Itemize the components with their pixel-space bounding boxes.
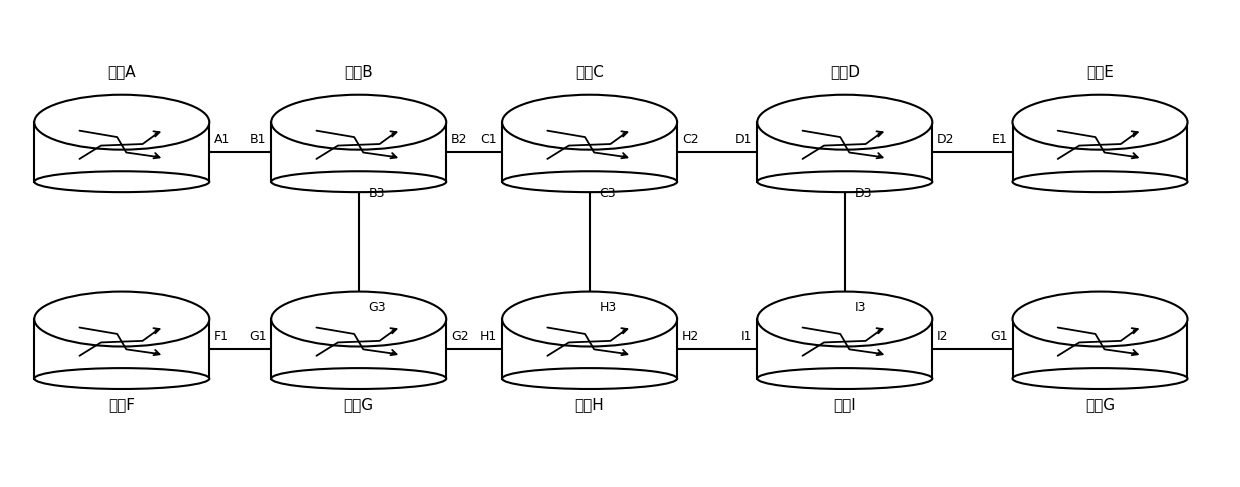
Ellipse shape — [758, 292, 932, 347]
Ellipse shape — [502, 95, 677, 150]
Polygon shape — [1013, 122, 1188, 182]
Ellipse shape — [272, 368, 446, 389]
Ellipse shape — [758, 95, 932, 150]
Text: D2: D2 — [937, 133, 955, 147]
Text: 设备E: 设备E — [1086, 64, 1114, 79]
Text: G1: G1 — [990, 330, 1008, 343]
Text: C2: C2 — [682, 133, 698, 147]
Text: 设备G: 设备G — [1085, 397, 1115, 412]
Polygon shape — [758, 122, 932, 182]
Text: D3: D3 — [854, 187, 872, 200]
Text: B1: B1 — [250, 133, 267, 147]
Text: G3: G3 — [368, 300, 386, 314]
Ellipse shape — [272, 292, 446, 347]
Ellipse shape — [1013, 368, 1188, 389]
Text: F1: F1 — [215, 330, 229, 343]
Text: 设备C: 设备C — [575, 64, 604, 79]
Polygon shape — [272, 319, 446, 378]
Text: H2: H2 — [682, 330, 699, 343]
Ellipse shape — [1013, 171, 1188, 192]
Text: C1: C1 — [481, 133, 497, 147]
Text: G2: G2 — [451, 330, 469, 343]
Polygon shape — [502, 319, 677, 378]
Polygon shape — [35, 122, 210, 182]
Polygon shape — [502, 122, 677, 182]
Text: 设备A: 设备A — [108, 64, 136, 79]
Ellipse shape — [35, 95, 210, 150]
Text: G1: G1 — [249, 330, 267, 343]
Text: 设备H: 设备H — [575, 397, 604, 412]
Ellipse shape — [1013, 292, 1188, 347]
Text: H1: H1 — [480, 330, 497, 343]
Text: E1: E1 — [992, 133, 1008, 147]
Text: I1: I1 — [742, 330, 753, 343]
Ellipse shape — [758, 368, 932, 389]
Text: H3: H3 — [599, 300, 616, 314]
Polygon shape — [1013, 319, 1188, 378]
Text: 设备F: 设备F — [108, 397, 135, 412]
Text: D1: D1 — [735, 133, 753, 147]
Ellipse shape — [1013, 95, 1188, 150]
Ellipse shape — [758, 171, 932, 192]
Polygon shape — [272, 122, 446, 182]
Ellipse shape — [502, 292, 677, 347]
Polygon shape — [35, 319, 210, 378]
Ellipse shape — [502, 368, 677, 389]
Text: I2: I2 — [937, 330, 949, 343]
Text: 设备I: 设备I — [833, 397, 856, 412]
Ellipse shape — [272, 171, 446, 192]
Text: 设备G: 设备G — [343, 397, 373, 412]
Ellipse shape — [35, 368, 210, 389]
Ellipse shape — [35, 171, 210, 192]
Text: C3: C3 — [599, 187, 616, 200]
Polygon shape — [758, 319, 932, 378]
Text: 设备D: 设备D — [830, 64, 859, 79]
Ellipse shape — [272, 95, 446, 150]
Text: B2: B2 — [451, 133, 467, 147]
Text: 设备B: 设备B — [345, 64, 373, 79]
Ellipse shape — [502, 171, 677, 192]
Text: B3: B3 — [368, 187, 384, 200]
Ellipse shape — [35, 292, 210, 347]
Text: I3: I3 — [854, 300, 866, 314]
Text: A1: A1 — [215, 133, 231, 147]
